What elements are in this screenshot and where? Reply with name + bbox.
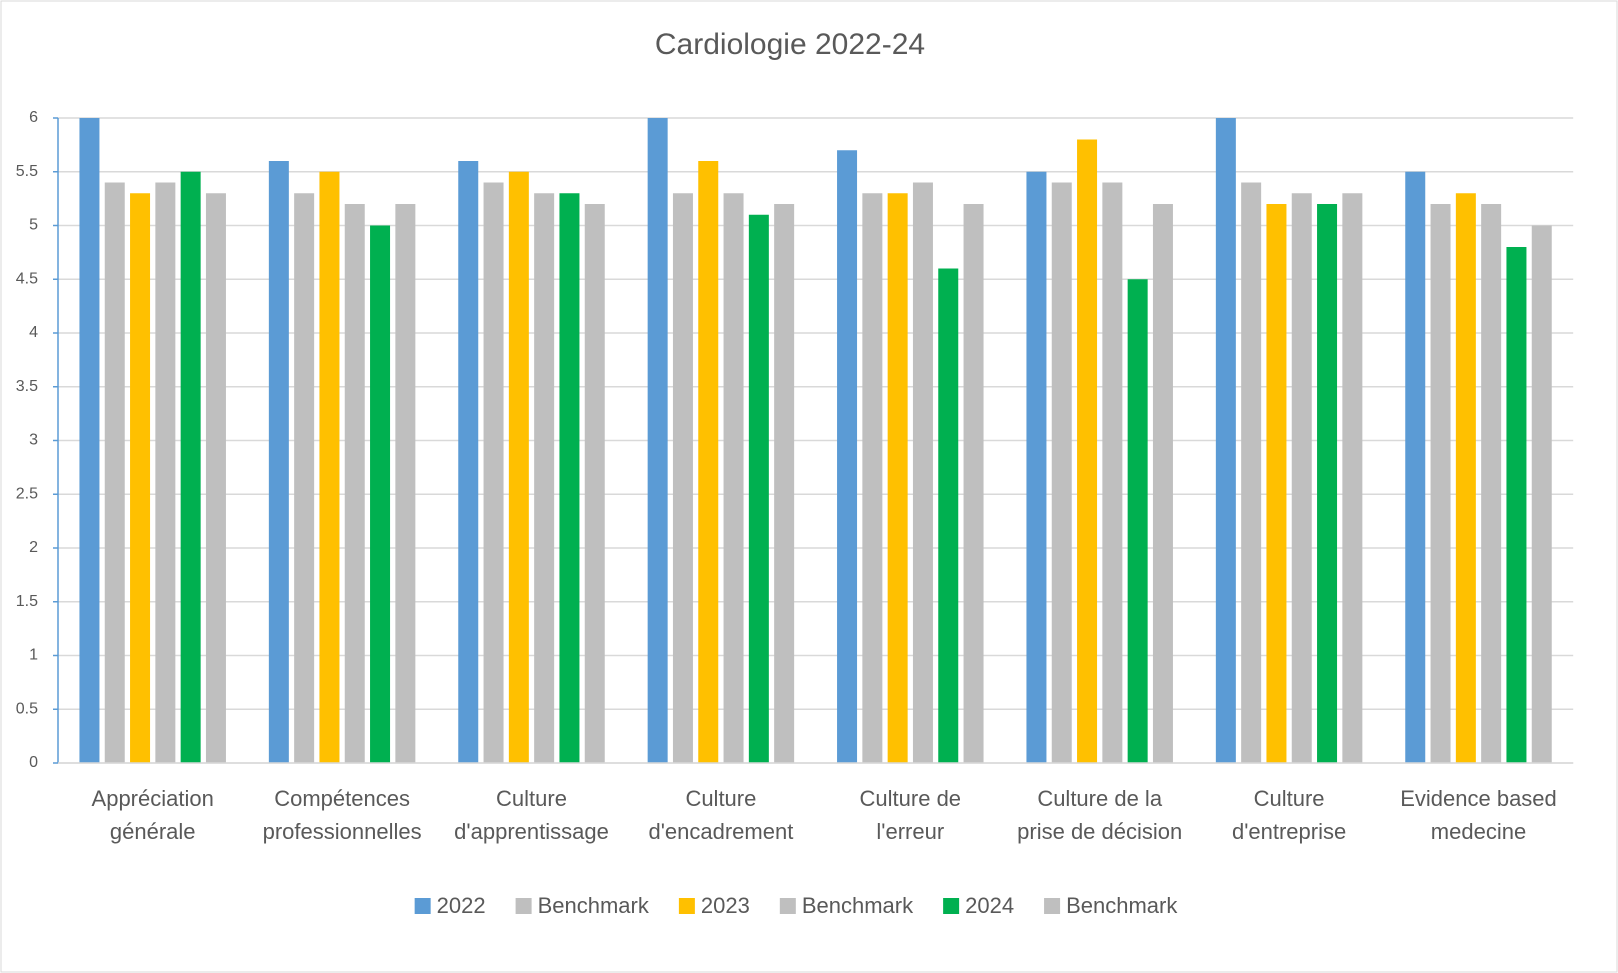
bar: [1430, 204, 1451, 763]
bar: [1506, 247, 1527, 763]
bar: [344, 204, 365, 763]
y-tick-label: 5: [29, 217, 38, 234]
x-tick-label: Appréciation: [92, 786, 214, 811]
bar: [938, 268, 959, 763]
y-tick-label: 1: [29, 647, 38, 664]
legend-label: 2023: [701, 893, 750, 918]
bar: [319, 171, 340, 763]
chart-title: Cardiologie 2022-24: [655, 28, 925, 61]
bar: [1405, 171, 1426, 763]
bar: [887, 193, 908, 763]
x-tick-label: medecine: [1431, 819, 1526, 844]
x-tick-label: professionnelles: [263, 819, 422, 844]
y-tick-label: 3.5: [16, 378, 38, 395]
x-tick-label: Culture de la: [1037, 786, 1163, 811]
bar: [534, 193, 555, 763]
legend-swatch: [1044, 898, 1061, 914]
bar: [774, 204, 795, 763]
bar: [1342, 193, 1363, 763]
x-tick-label: d'apprentissage: [454, 819, 609, 844]
y-tick-label: 1.5: [16, 593, 38, 610]
legend-label: 2024: [965, 893, 1014, 918]
bar: [1266, 204, 1287, 763]
y-tick-label: 6: [29, 109, 38, 126]
legend-label: 2022: [437, 893, 486, 918]
y-tick-label: 4: [29, 324, 38, 341]
x-tick-label: Culture: [496, 786, 567, 811]
y-tick-label: 0.5: [16, 700, 38, 717]
bar: [155, 182, 176, 763]
bar: [1317, 204, 1338, 763]
bar: [837, 150, 858, 763]
bar: [748, 214, 769, 763]
x-tick-label: d'encadrement: [648, 819, 793, 844]
x-tick-label: l'erreur: [876, 819, 944, 844]
bar: [1481, 204, 1502, 763]
bar: [268, 161, 289, 763]
y-tick-label: 3: [29, 432, 38, 449]
bar: [912, 182, 933, 763]
x-tick-label: prise de décision: [1017, 819, 1182, 844]
bar: [483, 182, 504, 763]
x-tick-label: d'entreprise: [1232, 819, 1346, 844]
bar: [1152, 204, 1173, 763]
bar: [584, 204, 605, 763]
bar: [104, 182, 125, 763]
bar: [1102, 182, 1123, 763]
bar: [1291, 193, 1312, 763]
bar: [370, 225, 391, 763]
x-tick-label: Culture: [685, 786, 756, 811]
bar: [79, 118, 100, 763]
bar: [698, 161, 719, 763]
bar: [1077, 139, 1098, 763]
y-tick-label: 2.5: [16, 485, 38, 502]
x-tick-label: Culture: [1254, 786, 1325, 811]
bar: [672, 193, 693, 763]
y-tick-label: 2: [29, 539, 38, 556]
x-tick-label: Evidence based: [1400, 786, 1557, 811]
x-tick-label: Culture de: [860, 786, 962, 811]
bar: [1531, 225, 1552, 763]
bar: [1051, 182, 1072, 763]
bar: [963, 204, 984, 763]
x-tick-label: Compétences: [274, 786, 410, 811]
legend-swatch: [515, 898, 532, 914]
bar: [458, 161, 479, 763]
bar: [508, 171, 529, 763]
bar: [294, 193, 315, 763]
bar: [1455, 193, 1476, 763]
bar: [1215, 118, 1236, 763]
bar: [1241, 182, 1262, 763]
bar: [180, 171, 201, 763]
legend-swatch: [414, 898, 431, 914]
bar: [130, 193, 151, 763]
y-tick-label: 5.5: [16, 163, 38, 180]
bar: [862, 193, 883, 763]
y-tick-label: 4.5: [16, 270, 38, 287]
bar: [395, 204, 416, 763]
legend-swatch: [943, 898, 960, 914]
bar: [1026, 171, 1047, 763]
legend-label: Benchmark: [538, 893, 650, 918]
legend-label: Benchmark: [802, 893, 914, 918]
bar: [1127, 279, 1148, 763]
bar: [205, 193, 226, 763]
bar: [559, 193, 580, 763]
legend-swatch: [779, 898, 796, 914]
legend-label: Benchmark: [1066, 893, 1178, 918]
x-tick-label: générale: [110, 819, 196, 844]
y-tick-label: 0: [29, 754, 38, 771]
bar: [647, 118, 668, 763]
legend-swatch: [678, 898, 695, 914]
bar: [723, 193, 744, 763]
